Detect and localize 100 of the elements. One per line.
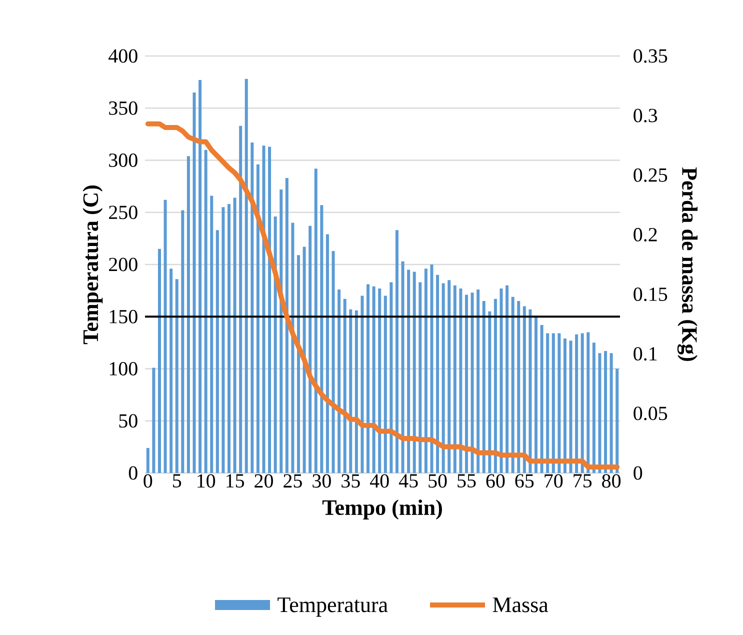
bar <box>198 80 202 473</box>
y-tick-label: 250 <box>109 206 138 220</box>
bar <box>412 272 416 473</box>
x-tick-label: 15 <box>226 474 244 488</box>
bar <box>558 333 561 473</box>
bar <box>604 351 608 473</box>
bar <box>297 255 300 473</box>
y-tick-label: 200 <box>109 258 138 272</box>
y2-tick-label: 0.3 <box>634 108 658 122</box>
bar <box>314 168 318 473</box>
y2-tick-label: 0.05 <box>634 406 668 420</box>
y-tick-label: 350 <box>109 101 138 115</box>
y2-tick-label: 0.15 <box>634 287 668 302</box>
bar <box>476 290 480 473</box>
x-tick-label: 35 <box>342 474 360 488</box>
y2-tick-label: 0.35 <box>634 49 668 63</box>
x-tick-label: 0 <box>144 474 152 488</box>
bar <box>482 300 486 473</box>
y-tick-label: 400 <box>108 49 138 63</box>
bar <box>378 288 382 473</box>
x-tick-label: 45 <box>398 474 418 488</box>
bar <box>442 283 445 473</box>
bar <box>343 298 346 473</box>
y2-axis-title: Perda de massa (Kg) <box>677 167 698 361</box>
bar <box>506 285 509 473</box>
bar <box>494 298 497 473</box>
x-tick-label: 75 <box>574 474 592 488</box>
bar <box>222 207 225 473</box>
bar <box>291 222 294 473</box>
bar <box>186 156 190 473</box>
bar <box>354 310 358 473</box>
bar <box>546 333 550 473</box>
y-tick-label: 300 <box>109 154 138 167</box>
bar <box>586 332 590 473</box>
y-axis-title: Temperatura (C) <box>82 186 103 344</box>
x-tick-label: 20 <box>254 474 273 488</box>
bar <box>285 178 288 473</box>
x-tick-label: 60 <box>486 474 505 488</box>
bar <box>308 226 312 473</box>
bar <box>250 142 254 473</box>
bar <box>448 280 451 473</box>
y2-tick-label: 0.2 <box>634 228 657 242</box>
bar <box>210 196 214 473</box>
bar <box>302 246 306 473</box>
bar <box>326 234 329 473</box>
bar <box>407 270 410 473</box>
x-tick-label: 55 <box>458 474 476 488</box>
x-tick-label: 30 <box>312 474 331 488</box>
x-tick-label: 5 <box>173 474 182 488</box>
bar <box>320 205 324 473</box>
y2-tick-label: 0.25 <box>634 168 668 182</box>
y-tick-label: 100 <box>110 362 138 376</box>
bar <box>262 146 266 473</box>
x-tick-label: 25 <box>284 474 302 488</box>
bar <box>598 353 602 473</box>
legend-label: Temperatura <box>278 598 388 617</box>
bar <box>436 274 440 473</box>
bar <box>395 230 398 473</box>
bar <box>216 230 219 473</box>
bar <box>181 210 184 473</box>
x-tick-label: 65 <box>515 474 534 488</box>
bar <box>575 334 578 473</box>
bar <box>158 248 161 473</box>
bar <box>349 309 352 473</box>
x-tick-label: 40 <box>370 474 389 488</box>
bar <box>534 316 538 473</box>
bar <box>366 284 370 473</box>
bar <box>459 288 462 473</box>
y-tick-label: 150 <box>110 310 138 324</box>
bar <box>239 126 242 473</box>
bar <box>268 146 272 473</box>
bar <box>338 290 341 473</box>
bar <box>453 285 456 473</box>
bar <box>152 368 156 473</box>
bar <box>528 309 532 473</box>
bar <box>424 268 428 473</box>
bar <box>470 292 474 473</box>
bar <box>233 198 236 473</box>
bar <box>244 78 248 473</box>
legend-label: Massa <box>492 598 548 612</box>
bar <box>580 333 584 473</box>
bar <box>280 189 283 473</box>
bar <box>616 368 619 473</box>
bar <box>332 250 335 473</box>
bar <box>372 286 376 473</box>
y2-tick-label: 0.1 <box>634 347 657 361</box>
bar <box>146 448 150 473</box>
bar <box>390 282 393 473</box>
bar <box>204 150 208 473</box>
bar <box>164 200 167 473</box>
bar <box>610 353 613 473</box>
bar <box>430 264 434 473</box>
x-tick-label: 10 <box>198 474 216 488</box>
bar <box>464 294 468 473</box>
bar <box>511 296 514 473</box>
bar <box>192 92 196 473</box>
bar <box>488 311 492 473</box>
bar <box>540 324 544 473</box>
bar <box>256 164 260 473</box>
bar <box>552 333 555 473</box>
